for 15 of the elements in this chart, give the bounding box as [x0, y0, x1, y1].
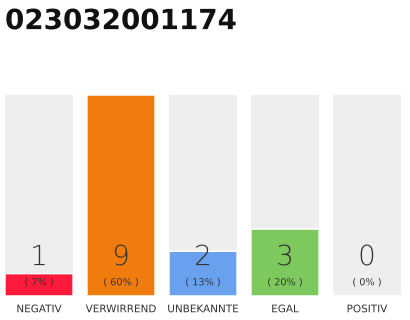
- data-label: 3: [278, 244, 291, 266]
- annotation: ( 0% ): [353, 278, 381, 287]
- data-label: 9: [114, 244, 128, 266]
- x-tick-label: POSITIV: [348, 304, 388, 312]
- annotation: ( 13% ): [186, 278, 220, 287]
- x-tick-label: UNBEKANNTE: [168, 304, 238, 312]
- x-tick-label: NEGATIV: [17, 304, 62, 312]
- annotation: ( 7% ): [25, 278, 53, 287]
- annotation: ( 60% ): [104, 278, 138, 287]
- annotation: ( 20% ): [268, 278, 302, 287]
- chart-title: 023032001174: [6, 8, 236, 30]
- data-label: 0: [360, 244, 374, 266]
- x-tick-label: VERWIRREND: [86, 304, 156, 312]
- data-label: 1: [33, 244, 45, 266]
- x-tick-label: EGAL: [272, 304, 299, 312]
